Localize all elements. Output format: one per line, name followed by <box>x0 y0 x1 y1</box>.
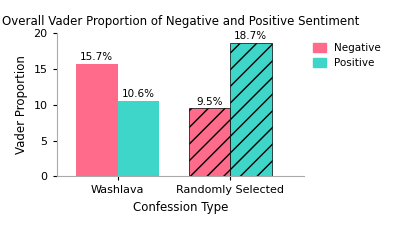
Bar <box>118 101 159 176</box>
Text: 9.5%: 9.5% <box>196 97 223 107</box>
Bar <box>230 43 272 176</box>
Text: 18.7%: 18.7% <box>234 31 267 41</box>
Title: Overall Vader Proportion of Negative and Positive Sentiment: Overall Vader Proportion of Negative and… <box>2 15 359 28</box>
Bar <box>76 64 118 176</box>
Text: 15.7%: 15.7% <box>80 52 113 62</box>
Text: 10.6%: 10.6% <box>122 89 155 99</box>
Legend: Negative, Positive: Negative, Positive <box>309 38 385 73</box>
X-axis label: Confession Type: Confession Type <box>133 201 228 214</box>
Y-axis label: Vader Proportion: Vader Proportion <box>15 55 28 154</box>
Bar <box>189 109 230 176</box>
